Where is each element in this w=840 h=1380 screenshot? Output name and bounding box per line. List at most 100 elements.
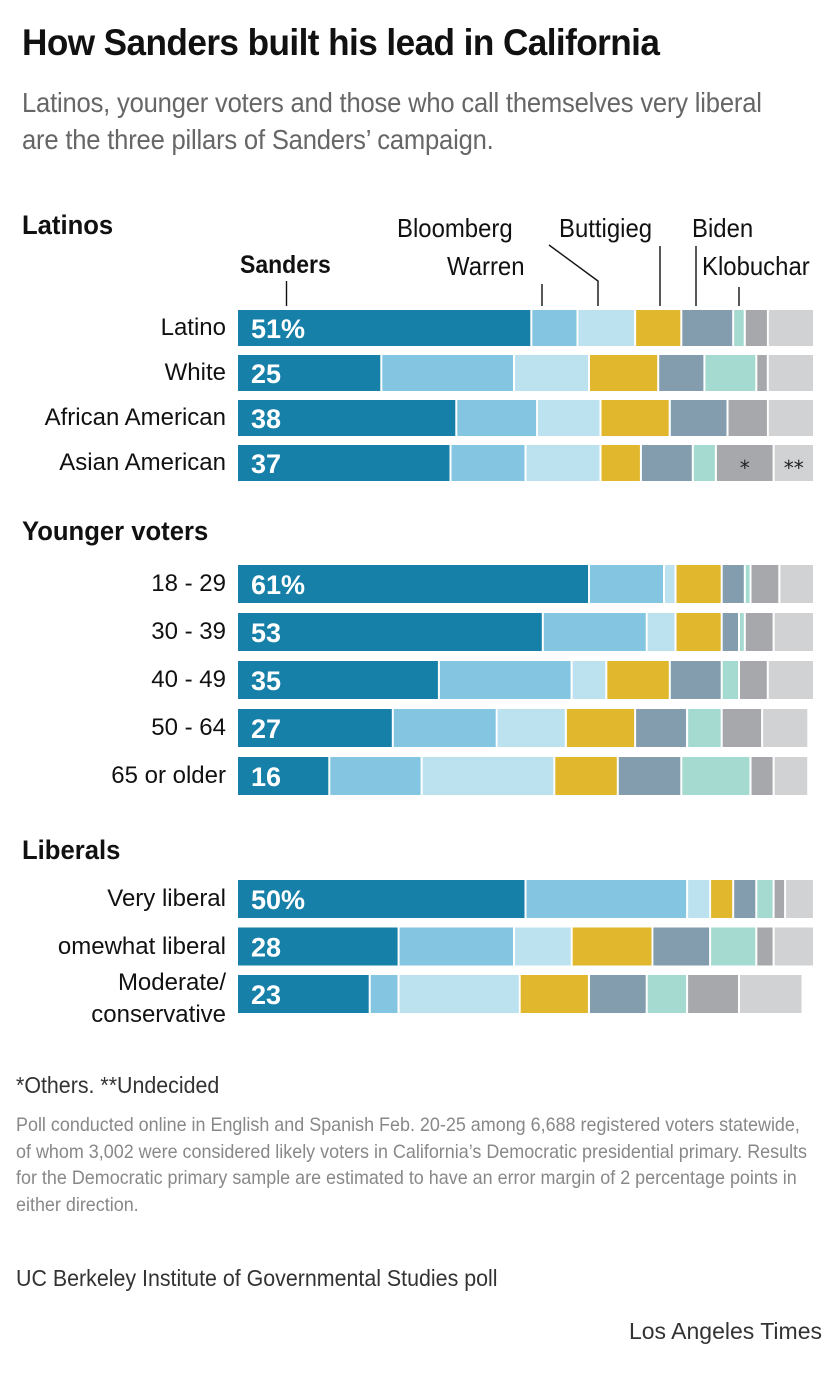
- bar-segment-sanders: [238, 355, 381, 391]
- row-label-line: Latino: [160, 314, 226, 341]
- bar-value-label: 53: [251, 618, 281, 648]
- bar-segment-sanders: [238, 927, 398, 966]
- bar-segment-warren: [532, 310, 577, 346]
- bar-segment-klobuchar: [745, 565, 750, 603]
- row-label: 50 - 64: [0, 712, 226, 744]
- section-heading-liberals: Liberals: [22, 835, 121, 865]
- bar-segment-undecided: [768, 355, 813, 391]
- bar-segment-sanders: [238, 565, 588, 603]
- bar-segment-warren: [590, 565, 663, 603]
- bar-segment-buttigieg: [566, 709, 635, 747]
- bar-segment-others: [751, 757, 773, 795]
- bar-segment-bloomberg: [526, 445, 600, 481]
- bar-segment-sanders: [238, 709, 392, 747]
- bar-segment-buttigieg: [636, 310, 681, 346]
- row-label: Latino: [0, 312, 226, 344]
- bar-segment-warren: [393, 709, 496, 747]
- legend-label-buttigieg: Buttigieg: [559, 213, 653, 243]
- bar-segment-others: [728, 400, 767, 436]
- row-label-line: 18 - 29: [151, 570, 226, 597]
- legend-label-sanders: Sanders: [240, 251, 331, 279]
- bar-row: 25: [238, 355, 813, 391]
- row-label-line: Very liberal: [107, 885, 226, 912]
- bar-segment-buttigieg: [590, 355, 658, 391]
- bar-segment-biden: [618, 757, 681, 795]
- bar-segment-undecided: [768, 400, 813, 436]
- row-label-line: White: [164, 359, 226, 386]
- bar-segment-klobuchar: [722, 661, 738, 699]
- bar-segment-klobuchar: [688, 709, 721, 747]
- row-label: 30 - 39: [0, 616, 226, 648]
- bar-segment-klobuchar: [693, 445, 715, 481]
- row-label: Asian American: [0, 447, 226, 479]
- bar-segment-buttigieg: [520, 975, 588, 1013]
- bar-value-label: 37: [251, 449, 281, 479]
- row-label: African American: [0, 402, 226, 434]
- bar-segment-warren: [330, 757, 421, 795]
- chart-subtitle: Latinos, younger voters and those who ca…: [22, 87, 762, 155]
- bar-segment-bloomberg: [578, 310, 635, 346]
- row-label: Very liberal: [0, 883, 226, 915]
- bar-row: 16: [238, 757, 808, 795]
- row-label: 18 - 29: [0, 568, 226, 600]
- bar-segment-biden: [659, 355, 704, 391]
- bar-segment-bloomberg: [572, 661, 606, 699]
- bar-segment-sanders: [238, 445, 450, 481]
- bar-segment-undecided: [774, 445, 813, 481]
- bar-segment-biden: [734, 880, 756, 918]
- bar-segment-others: [722, 709, 762, 747]
- bar-segment-others: [751, 565, 779, 603]
- bar-segment-undecided: [780, 565, 813, 603]
- bar-segment-buttigieg: [601, 445, 640, 481]
- row-label-line: 50 - 64: [151, 714, 226, 741]
- bar-segment-bloomberg: [497, 709, 565, 747]
- bar-segment-warren: [399, 927, 513, 966]
- row-label: Moderate/conservative: [0, 967, 226, 1031]
- bar-segment-undecided: [763, 709, 808, 747]
- section-heading-latinos: Latinos: [22, 210, 114, 240]
- bar-segment-bloomberg: [665, 565, 675, 603]
- bar-segment-others: [774, 880, 785, 918]
- bar-segment-klobuchar: [682, 757, 750, 795]
- bar-segment-undecided: [786, 880, 813, 918]
- row-label: White: [0, 357, 226, 389]
- bar-segment-biden: [722, 613, 738, 651]
- bar-segment-buttigieg: [601, 400, 669, 436]
- bar-segment-sanders: [238, 310, 531, 346]
- publisher-credit: Los Angeles Times: [628, 1318, 822, 1344]
- bar-segment-others: [688, 975, 738, 1013]
- bar-row: 61%: [238, 565, 813, 603]
- segment-mark-undecided: **: [784, 456, 804, 480]
- bar-segment-undecided: [740, 975, 802, 1013]
- bar-segment-buttigieg: [711, 880, 733, 918]
- legend-label-biden: Biden: [692, 213, 754, 243]
- source-line: UC Berkeley Institute of Governmental St…: [16, 1265, 498, 1291]
- bar-value-label: 38: [251, 404, 281, 434]
- bar-segment-others: [745, 310, 767, 346]
- bar-row: 38: [238, 400, 813, 436]
- legend-label-warren: Warren: [447, 251, 525, 281]
- bar-segment-bloomberg: [422, 757, 554, 795]
- bar-segment-bloomberg: [399, 975, 519, 1013]
- bar-segment-biden: [670, 400, 727, 436]
- section-heading-younger-voters: Younger voters: [22, 516, 209, 546]
- row-label-line: 65 or older: [111, 762, 226, 789]
- bar-segment-buttigieg: [676, 565, 721, 603]
- bar-segment-undecided: [768, 310, 813, 346]
- bar-value-label: 50%: [251, 885, 305, 915]
- row-label-line: African American: [44, 404, 226, 431]
- row-label: 65 or older: [0, 760, 226, 792]
- bar-segment-bloomberg: [538, 400, 600, 436]
- footnote: *Others. **Undecided: [16, 1072, 220, 1098]
- bar-row: 35: [238, 661, 813, 699]
- bar-segment-warren: [543, 613, 646, 651]
- row-label-line: 30 - 39: [151, 618, 226, 645]
- bar-segment-bloomberg: [647, 613, 675, 651]
- bar-segment-warren: [457, 400, 537, 436]
- methodology-note: Poll conducted online in English and Spa…: [16, 1114, 808, 1216]
- row-label: omewhat liberal: [0, 931, 226, 963]
- bar-segment-undecided: [774, 757, 808, 795]
- bar-segment-bloomberg: [515, 927, 571, 966]
- bar-value-label: 51%: [251, 314, 305, 344]
